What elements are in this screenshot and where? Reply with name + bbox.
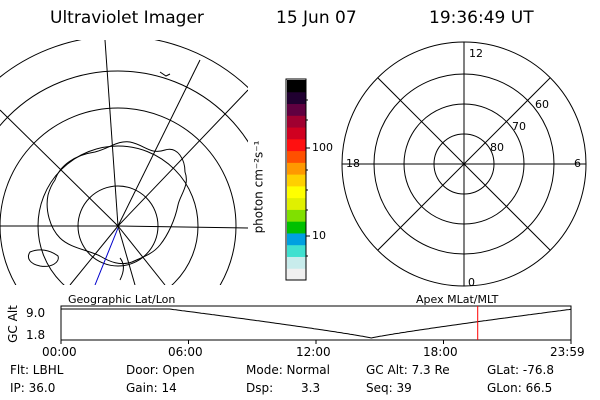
strip-xtick: 18:00: [423, 345, 458, 359]
geo-meridian: [117, 225, 166, 285]
filter-info: Flt: LBHL: [10, 363, 64, 377]
strip-ylabel: GC Alt: [5, 305, 20, 343]
colorbar-cell: [287, 150, 306, 163]
mlt-label-6: 6: [574, 157, 581, 170]
mlat-label-80: 80: [490, 141, 504, 154]
apex-label: Apex MLat/MLT: [416, 293, 499, 306]
geo-lat-circle: [0, 70, 248, 143]
geo-meridian: [117, 89, 248, 227]
mlt-label-0: 0: [468, 276, 475, 289]
strip-ymin: 1.8: [26, 328, 46, 342]
strip-frame: [60, 305, 572, 341]
strip-xtick: 00:00: [42, 345, 77, 359]
colorbar-cell: [287, 256, 306, 269]
ip-info: IP: 36.0: [10, 381, 56, 395]
colorbar-cell: [287, 80, 306, 93]
colorbar-cell: [287, 115, 306, 128]
colorbar-cell: [287, 268, 306, 281]
gain-info: Gain: 14: [126, 381, 177, 395]
glat-info: GLat: -76.8: [487, 363, 554, 377]
glon-info: GLon: 66.5: [487, 381, 553, 395]
strip-xtick: 12:00: [296, 345, 331, 359]
geo-lat-circle: [0, 107, 237, 285]
geo-meridian: [0, 109, 119, 227]
coastline-fragment: [159, 71, 171, 77]
mode-info: Mode: Normal: [246, 363, 330, 377]
colorbar-cell: [287, 244, 306, 257]
colorbar-cell: [287, 103, 306, 116]
orbit-altitude-curve: [61, 308, 572, 339]
colorbar-tick-10: 10: [312, 229, 326, 242]
colorbar-cell: [287, 174, 306, 187]
mlat-label-70: 70: [512, 120, 526, 133]
geographic-label: Geographic Lat/Lon: [68, 293, 176, 306]
colorbar-tick-100: 100: [312, 141, 333, 154]
app-title: Ultraviolet Imager: [50, 8, 204, 28]
colorbar-frame: [285, 78, 307, 281]
colorbar-cell: [287, 209, 306, 222]
geo-meridian: [117, 59, 201, 227]
strip-xtick: 23:59: [550, 345, 585, 359]
strip-ymax: 9.0: [26, 306, 46, 320]
geo-meridian: [117, 225, 136, 285]
polar-diagonal: [377, 77, 551, 251]
time-label: 19:36:49 UT: [429, 8, 534, 28]
coastline-island: [27, 249, 59, 267]
colorbar-cell: [287, 162, 306, 175]
coastline-peninsula: [119, 257, 124, 281]
dsp-value: 3.3: [301, 381, 321, 395]
mlt-label-12: 12: [469, 47, 483, 60]
colorbar-cell: [287, 138, 306, 152]
geo-meridian: [117, 225, 248, 229]
mlt-label-18: 18: [346, 157, 360, 170]
mlat-label-60: 60: [535, 98, 549, 111]
colorbar-cell: [287, 91, 306, 105]
colorbar-cell: [287, 197, 306, 210]
dsp-label: Dsp:: [246, 381, 274, 395]
geo-meridian: [104, 40, 119, 227]
colorbar-cell: [287, 127, 306, 140]
antarctica-coastline: [46, 141, 187, 265]
colorbar-cell: [287, 232, 306, 246]
seq-info: Seq: 39: [366, 381, 412, 395]
satellite-track: [94, 227, 119, 285]
door-info: Door: Open: [126, 363, 195, 377]
date-label: 15 Jun 07: [276, 8, 357, 28]
gc-alt-info: GC Alt: 7.3 Re: [366, 363, 450, 377]
geo-meridian: [69, 225, 119, 285]
colorbar-cell: [287, 185, 306, 199]
colorbar-cell: [287, 221, 306, 234]
strip-xtick: 06:00: [168, 345, 203, 359]
